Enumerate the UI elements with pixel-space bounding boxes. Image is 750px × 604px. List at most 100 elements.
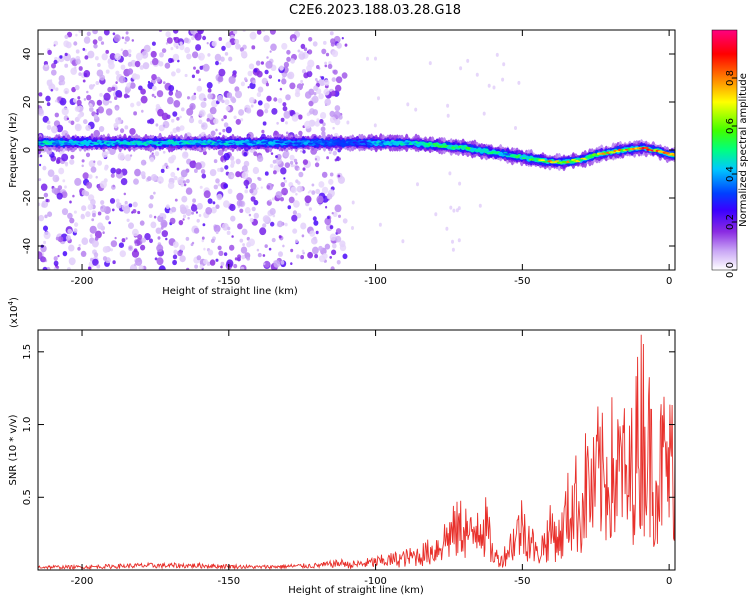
spectrogram-noise-speck — [58, 97, 62, 101]
spectrogram-noise-speck — [94, 252, 98, 257]
spectrogram-noise-speck — [116, 168, 122, 174]
spectrogram-noise-speck — [203, 98, 206, 101]
spectrogram-noise-speck — [249, 63, 254, 69]
spectrogram-noise-speck — [186, 237, 190, 241]
spectrogram-noise-speck — [269, 248, 272, 251]
spectrogram-noise-speck — [119, 76, 126, 83]
spectrogram-noise-speck — [107, 87, 112, 92]
spectrogram-noise-speck — [244, 189, 248, 193]
spectrogram-noise-speck — [429, 61, 432, 65]
spectrogram-x-tick-label: 0 — [666, 276, 672, 287]
spectrogram-noise-speck — [133, 202, 138, 208]
spectrogram-noise-speck — [42, 166, 46, 171]
spectrogram-noise-speck — [265, 244, 268, 248]
snr-y-tick-label: 0.5 — [22, 489, 33, 505]
spectrogram-noise-speck — [313, 216, 317, 221]
snr-y-exponent-close: ) — [9, 297, 20, 301]
spectrogram-noise-speck — [230, 216, 235, 222]
spectrogram-noise-speck — [118, 93, 123, 98]
spectrogram-noise-speck — [226, 259, 233, 267]
spectrogram-noise-speck — [176, 46, 179, 49]
spectrogram-ridge-cell — [672, 154, 677, 156]
colorbar-tick-label: 0.8 — [725, 70, 736, 86]
spectrogram-noise-speck — [92, 240, 99, 248]
spectrogram-noise-speck — [218, 69, 225, 77]
spectrogram-noise-speck — [74, 228, 78, 233]
spectrogram-x-label: Height of straight line (km) — [162, 286, 298, 297]
spectrogram-noise-speck — [275, 155, 278, 158]
spectrogram-noise-speck — [120, 128, 124, 133]
spectrogram-noise-speck — [64, 185, 67, 188]
spectrogram-noise-speck — [210, 169, 217, 176]
spectrogram-noise-speck — [151, 174, 157, 181]
spectrogram-noise-speck — [112, 209, 115, 212]
spectrogram-noise-speck — [97, 160, 102, 166]
spectrogram-noise-speck — [330, 173, 334, 177]
spectrogram-noise-speck — [502, 62, 505, 66]
spectrogram-noise-speck — [352, 201, 355, 205]
spectrogram-noise-speck — [374, 123, 377, 127]
spectrogram-noise-speck — [55, 100, 57, 103]
spectrogram-noise-speck — [295, 239, 298, 243]
spectrogram-noise-speck — [104, 166, 108, 170]
spectrogram-noise-speck — [252, 207, 256, 212]
spectrogram-noise-speck — [227, 231, 231, 235]
spectrogram-noise-speck — [75, 124, 82, 132]
spectrogram-noise-speck — [343, 253, 348, 259]
spectrogram-noise-speck — [97, 100, 102, 106]
spectrogram-noise-speck — [300, 223, 306, 230]
spectrogram-noise-speck — [228, 57, 232, 62]
spectrogram-noise-speck — [300, 255, 304, 259]
spectrogram-noise-speck — [414, 108, 417, 112]
spectrogram-noise-speck — [205, 207, 212, 215]
spectrogram-noise-speck — [282, 102, 286, 106]
spectrogram-noise-speck — [336, 228, 341, 234]
spectrogram-noise-speck — [258, 87, 264, 93]
spectrogram-noise-speck — [47, 211, 52, 217]
spectrogram-noise-speck — [84, 36, 91, 43]
spectrogram-noise-speck — [40, 155, 42, 158]
spectrogram-ridge-cell — [512, 155, 517, 157]
spectrogram-noise-speck — [224, 122, 229, 127]
spectrogram-noise-speck — [312, 184, 315, 187]
spectrogram-noise-speck — [315, 78, 318, 81]
spectrogram-noise-speck — [446, 104, 449, 108]
spectrogram-noise-speck — [99, 126, 104, 132]
spectrogram-noise-speck — [249, 97, 255, 103]
spectrogram-noise-speck — [254, 69, 258, 73]
spectrogram-noise-speck — [269, 199, 271, 202]
spectrogram-noise-speck — [335, 119, 341, 125]
spectrogram-noise-speck — [300, 150, 302, 152]
spectrogram-noise-speck — [130, 103, 134, 108]
spectrogram-noise-speck — [458, 182, 461, 186]
spectrogram-noise-speck — [277, 221, 283, 228]
spectrogram-noise-speck — [284, 62, 289, 68]
spectrogram-noise-speck — [298, 114, 303, 119]
spectrogram-noise-speck — [150, 157, 155, 162]
spectrogram-noise-speck — [115, 81, 117, 84]
spectrogram-noise-speck — [286, 132, 289, 135]
spectrogram-noise-speck — [180, 204, 186, 210]
spectrogram-noise-speck — [216, 231, 219, 234]
spectrogram-noise-speck — [313, 85, 318, 91]
spectrogram-noise-speck — [157, 90, 163, 97]
spectrogram-noise-speck — [157, 176, 164, 183]
snr-x-tick-label: -150 — [217, 576, 240, 587]
spectrogram-noise-speck — [124, 125, 128, 129]
spectrogram-noise-speck — [163, 151, 166, 154]
spectrogram-y-label: Frequency (Hz) — [8, 112, 19, 188]
spectrogram-noise-speck — [148, 81, 150, 83]
spectrogram-noise-speck — [88, 174, 92, 179]
spectrogram-noise-speck — [171, 47, 174, 50]
spectrogram-noise-speck — [218, 251, 223, 256]
spectrogram-noise-speck — [141, 160, 146, 166]
spectrogram-noise-speck — [197, 219, 200, 223]
spectrogram-noise-speck — [51, 70, 57, 76]
spectrogram-noise-speck — [50, 79, 52, 81]
spectrogram-noise-speck — [59, 75, 65, 82]
spectrogram-noise-speck — [315, 121, 320, 127]
spectrogram-noise-speck — [235, 257, 238, 260]
spectrogram-noise-speck — [152, 94, 155, 97]
spectrogram-noise-speck — [329, 151, 332, 154]
spectrogram-noise-speck — [119, 242, 124, 248]
